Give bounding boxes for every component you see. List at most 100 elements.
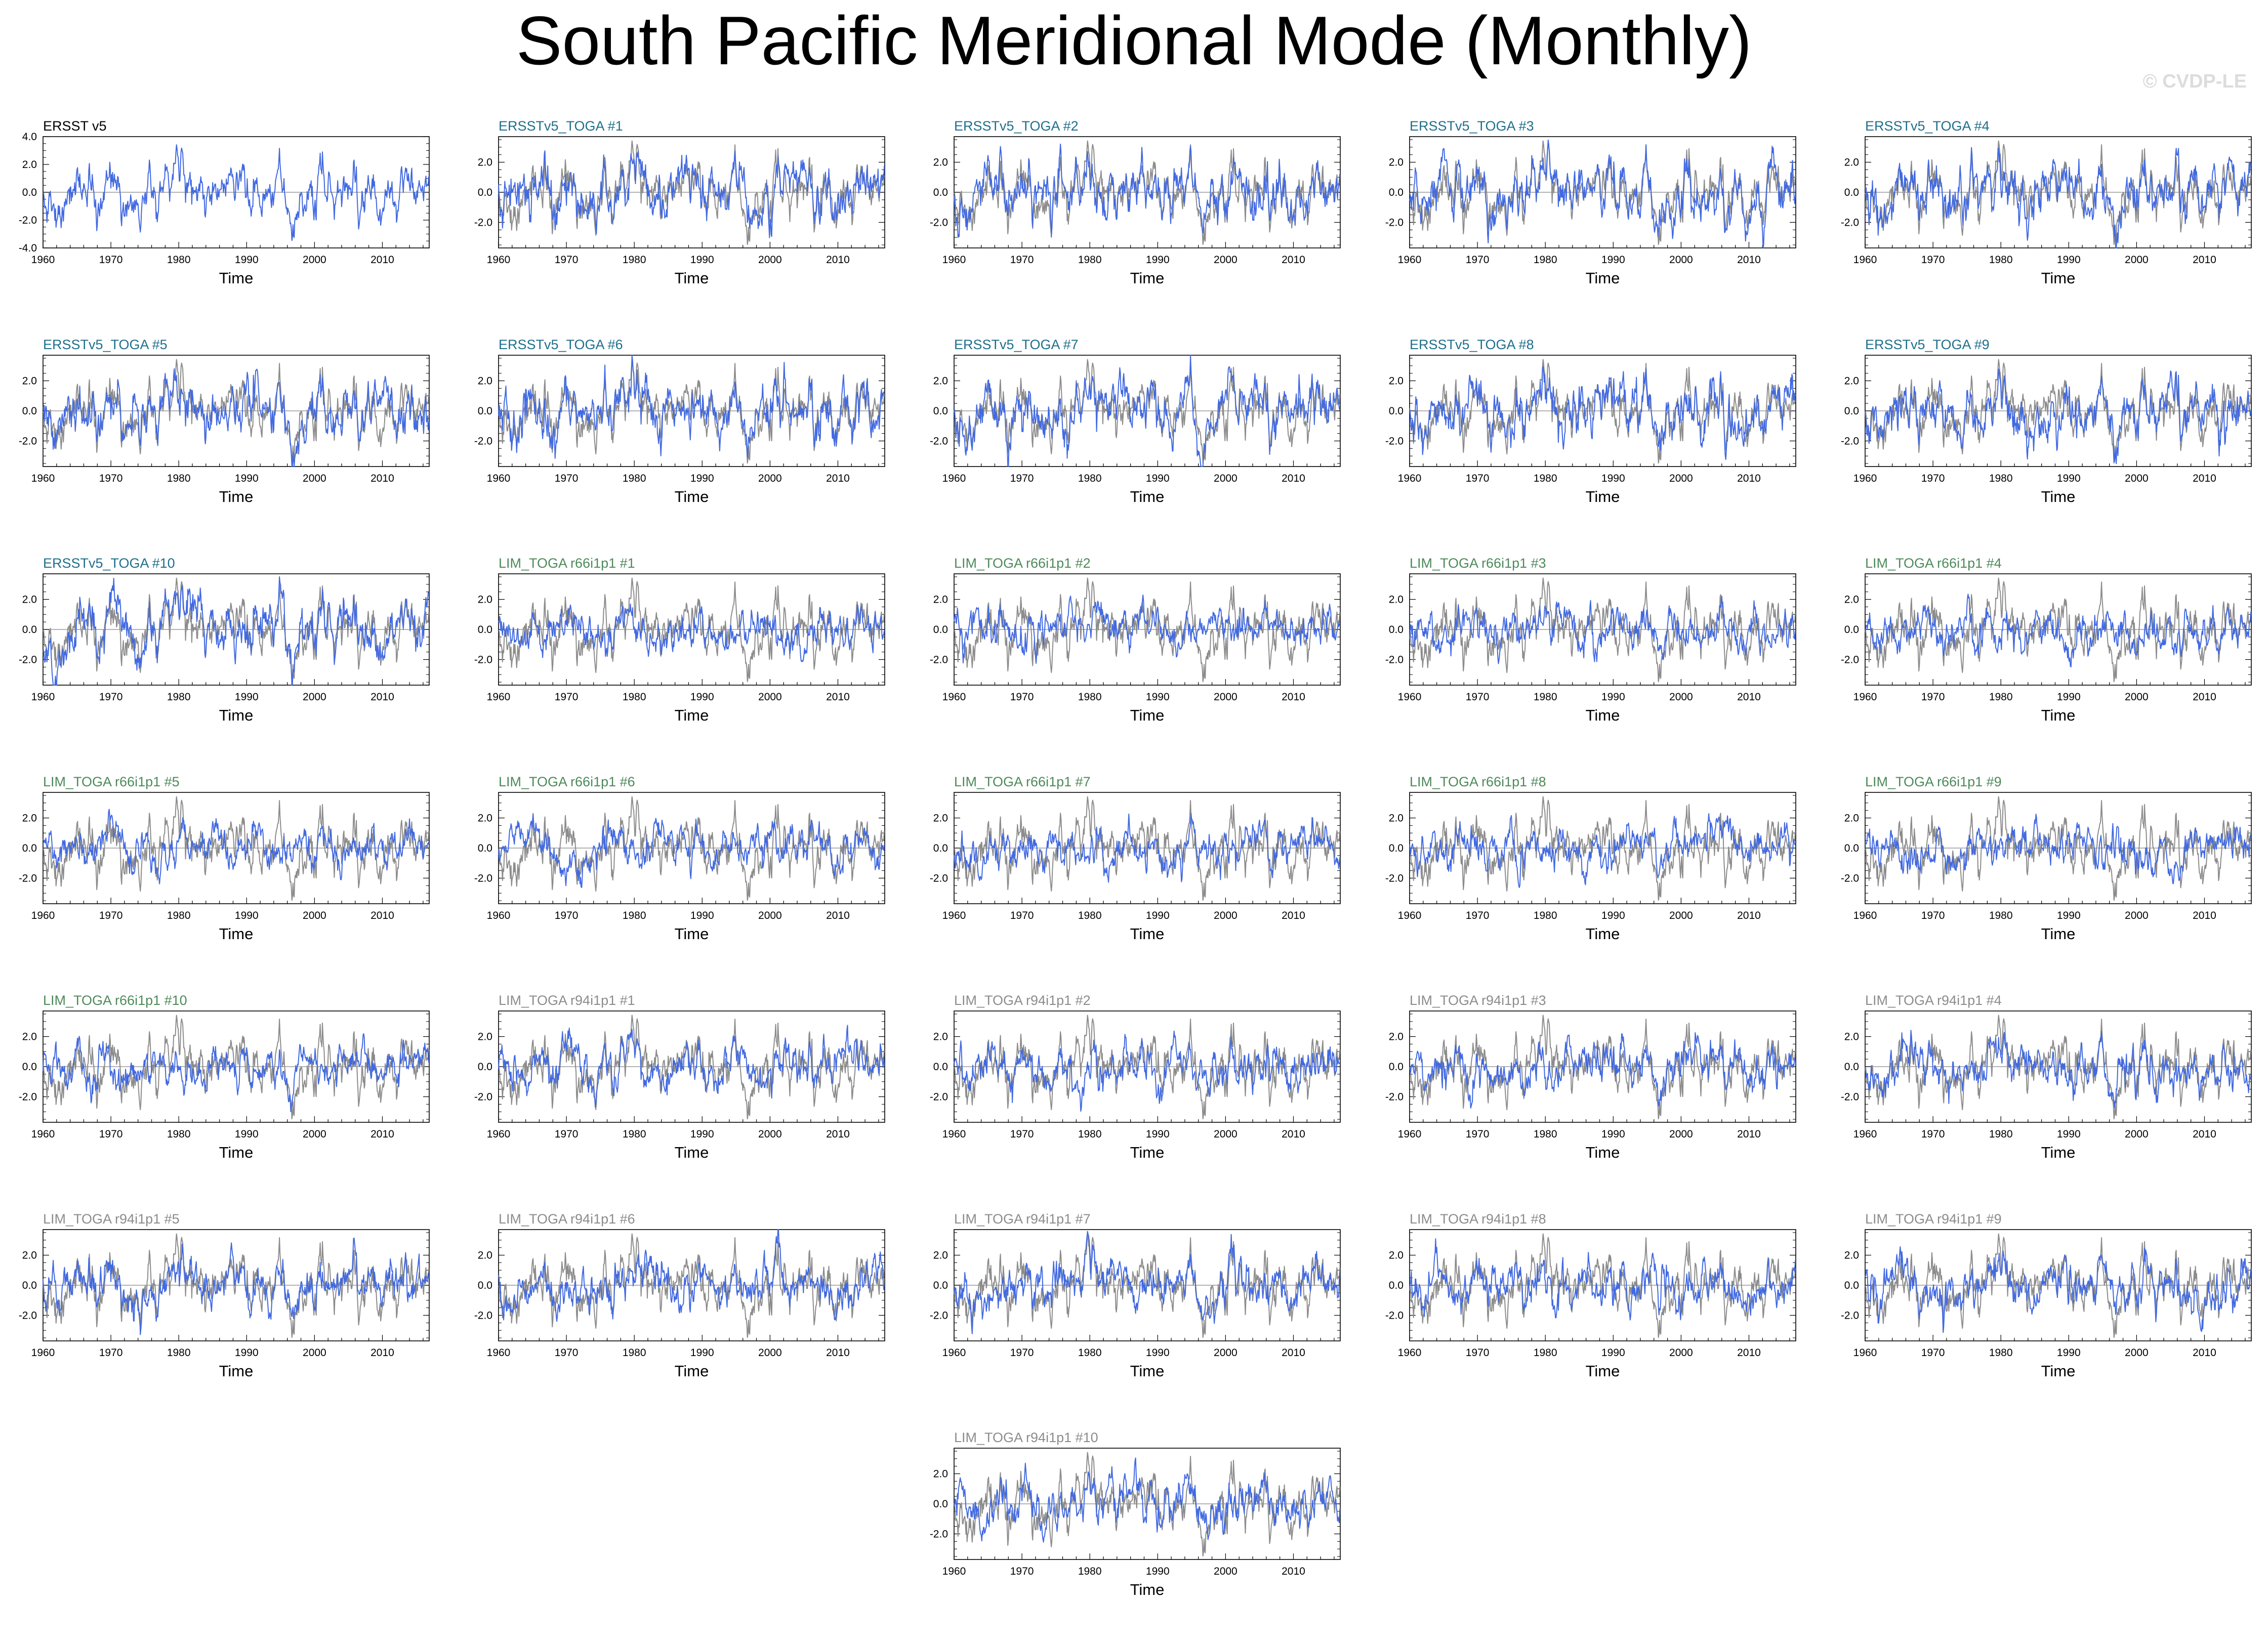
x-axis-label: Time: [675, 488, 709, 505]
panel-title: LIM_TOGA r66i1p1 #10: [43, 993, 187, 1008]
y-tick-label: 0.0: [933, 624, 948, 636]
y-tick-label: -2.0: [474, 1091, 492, 1103]
y-tick-label: 2.0: [478, 813, 492, 824]
y-tick-label: 2.0: [1844, 375, 1859, 387]
x-tick-label: 1990: [1601, 1128, 1625, 1140]
x-axis-label: Time: [675, 1144, 709, 1161]
x-axis-label: Time: [1586, 488, 1620, 505]
y-tick-label: -2.0: [1841, 435, 1859, 447]
x-tick-label: 1970: [1921, 1128, 1945, 1140]
x-axis-label: Time: [219, 1362, 254, 1380]
y-tick-label: 0.0: [22, 1061, 37, 1073]
x-tick-label: 1960: [1398, 1128, 1422, 1140]
chart-panel: LIM_TOGA r66i1p1 #4 1960 1970 1980 1990 2000 2…: [1841, 556, 2252, 724]
x-tick-label: 1970: [1921, 1347, 1945, 1359]
chart-panel: LIM_TOGA r94i1p1 #4 1960 1970 1980 1990 2000 2…: [1841, 993, 2252, 1161]
y-tick-label: 0.0: [933, 1061, 948, 1073]
x-tick-label: 1970: [1466, 1128, 1490, 1140]
x-tick-label: 1980: [167, 473, 191, 484]
x-axis-label: Time: [675, 706, 709, 724]
chart-panel: LIM_TOGA r94i1p1 #10 1960 1970 1980 1990 2000…: [930, 1430, 1341, 1598]
chart-panel: LIM_TOGA r94i1p1 #9 1960 1970 1980 1990 2000 2…: [1841, 1211, 2252, 1380]
x-tick-label: 1990: [1146, 473, 1170, 484]
series-line-simulated: [43, 1033, 430, 1112]
x-tick-label: 2010: [1737, 473, 1761, 484]
chart-panel: LIM_TOGA r66i1p1 #1 1960 1970 1980 1990 2000 2…: [474, 556, 885, 724]
y-tick-label: 2.0: [1389, 813, 1404, 824]
chart-panel: LIM_TOGA r94i1p1 #6 1960 1970 1980 1990 2000 2…: [474, 1211, 885, 1380]
x-tick-label: 1970: [99, 473, 123, 484]
y-tick-label: -2.0: [1841, 1091, 1859, 1103]
y-tick-label: 0.0: [933, 187, 948, 198]
x-axis-label: Time: [1130, 1144, 1165, 1161]
x-tick-label: 1980: [1078, 1128, 1102, 1140]
x-tick-label: 1990: [235, 254, 259, 266]
series-line-observed: [954, 577, 1341, 683]
series-line-simulated: [954, 1457, 1341, 1543]
series-line-simulated: [1409, 1238, 1796, 1321]
y-tick-label: 0.0: [22, 405, 37, 417]
x-tick-label: 2010: [370, 254, 394, 266]
x-tick-label: 1990: [1601, 910, 1625, 921]
x-tick-label: 1960: [487, 1128, 511, 1140]
x-tick-label: 2000: [303, 254, 326, 266]
x-tick-label: 1960: [487, 691, 511, 703]
x-tick-label: 2010: [1737, 1128, 1761, 1140]
x-tick-label: 1980: [167, 254, 191, 266]
x-tick-label: 2000: [303, 1347, 326, 1359]
y-tick-label: -2.0: [1385, 1091, 1404, 1103]
series-line-observed: [498, 1233, 885, 1338]
y-tick-label: -2.0: [930, 872, 948, 884]
x-tick-label: 1980: [1078, 691, 1102, 703]
x-tick-label: 1980: [1989, 1128, 2013, 1140]
series-line-simulated: [498, 355, 885, 459]
series-line-observed: [1865, 1233, 2252, 1338]
panel-title: LIM_TOGA r66i1p1 #6: [499, 774, 635, 789]
y-tick-label: -2.0: [19, 654, 37, 665]
series-line-simulated: [954, 1231, 1341, 1334]
y-tick-label: 2.0: [478, 1250, 492, 1261]
x-axis-label: Time: [675, 925, 709, 943]
x-tick-label: 1990: [690, 691, 714, 703]
x-tick-label: 2000: [1214, 910, 1238, 921]
x-tick-label: 2010: [370, 691, 394, 703]
x-tick-label: 2000: [758, 254, 782, 266]
x-tick-label: 2010: [1282, 254, 1305, 266]
y-tick-label: 4.0: [22, 131, 37, 143]
series-line-simulated: [1409, 1032, 1796, 1109]
x-tick-label: 2000: [1214, 254, 1238, 266]
series-line-observed: [43, 1233, 430, 1338]
x-tick-label: 1990: [1601, 691, 1625, 703]
y-tick-label: -4.0: [19, 242, 37, 254]
y-tick-label: -2.0: [930, 654, 948, 665]
y-tick-label: -2.0: [930, 435, 948, 447]
x-tick-label: 1980: [1534, 473, 1557, 484]
x-tick-label: 2010: [826, 910, 850, 921]
x-tick-label: 2010: [1282, 691, 1305, 703]
panel-title: LIM_TOGA r94i1p1 #4: [1865, 993, 2002, 1008]
x-tick-label: 1990: [690, 254, 714, 266]
x-tick-label: 1980: [1534, 910, 1557, 921]
x-tick-label: 1970: [99, 910, 123, 921]
x-tick-label: 1990: [2057, 691, 2081, 703]
x-axis-label: Time: [2041, 925, 2076, 943]
x-tick-label: 1960: [1853, 254, 1877, 266]
series-line-simulated: [954, 143, 1341, 238]
series-line-observed: [1409, 577, 1796, 683]
x-tick-label: 1990: [1146, 691, 1170, 703]
x-tick-label: 1990: [235, 1128, 259, 1140]
x-tick-label: 1990: [1146, 1566, 1170, 1577]
x-tick-label: 1960: [31, 910, 55, 921]
series-line-simulated: [498, 1229, 885, 1322]
chart-panel: LIM_TOGA r94i1p1 #7 1960 1970 1980 1990 2000 2…: [930, 1211, 1341, 1380]
x-tick-label: 1980: [1534, 691, 1557, 703]
chart-panel: ERSSTv5_TOGA #5 1960 1970 1980 1990 2000 2010 T…: [19, 337, 430, 505]
x-tick-label: 2000: [303, 473, 326, 484]
chart-panel: ERSSTv5_TOGA #4 1960 1970 1980 1990 2000 2010 T…: [1841, 118, 2252, 287]
x-tick-label: 2010: [1737, 910, 1761, 921]
x-axis-label: Time: [2041, 706, 2076, 724]
y-tick-label: 2.0: [933, 1031, 948, 1043]
x-tick-label: 1990: [1146, 910, 1170, 921]
x-tick-label: 2000: [2125, 910, 2149, 921]
y-tick-label: 0.0: [1389, 624, 1404, 636]
